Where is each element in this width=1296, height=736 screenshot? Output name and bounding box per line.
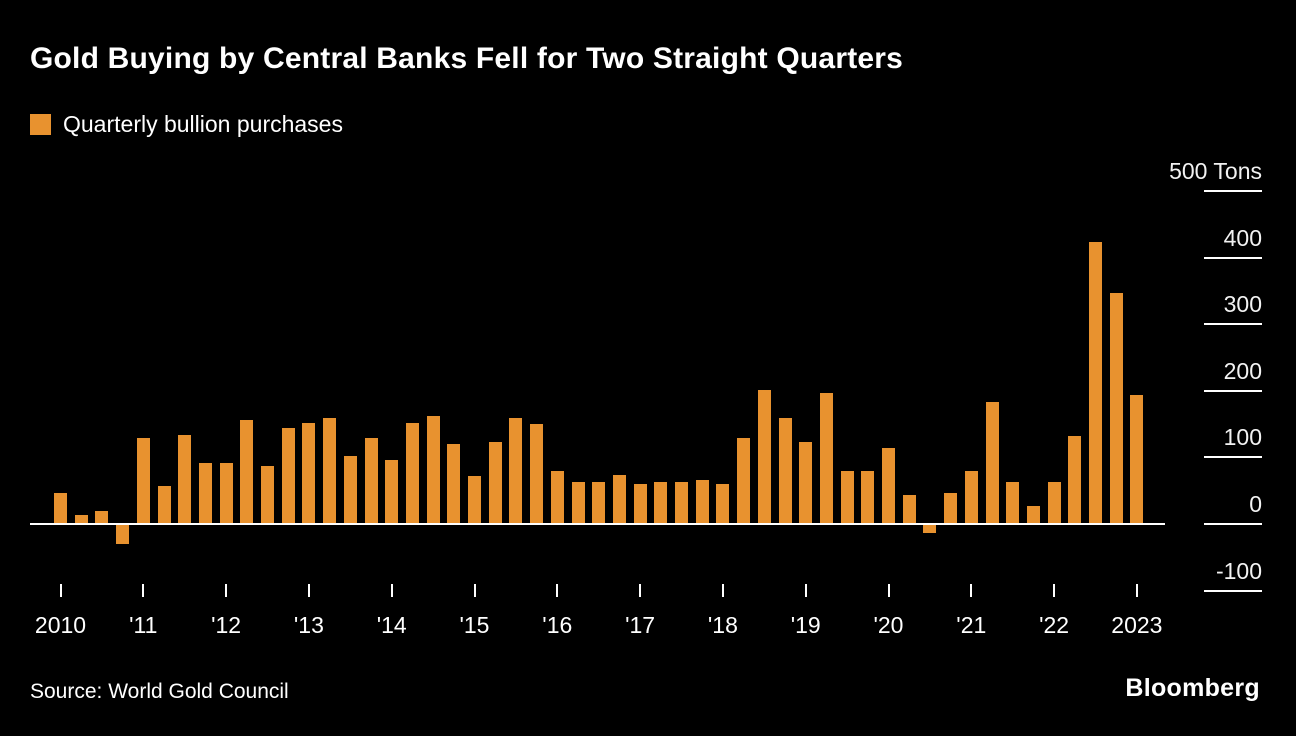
bar [74,515,88,523]
bar [861,471,875,523]
bar [819,393,833,523]
y-tick-line [1204,456,1262,459]
x-tick-label: '13 [293,612,324,638]
bar [95,511,109,523]
bar [281,428,295,523]
bar [385,459,399,523]
x-tick-label: '18 [707,612,738,638]
bar [157,486,171,523]
bar [116,525,130,544]
plot-area [30,190,1165,590]
bar [923,525,937,533]
bloomberg-logo: Bloomberg [1125,674,1260,702]
bar [1006,481,1020,523]
x-tick-label: '20 [873,612,904,638]
bar [944,493,958,523]
x-tick-label: '15 [459,612,490,638]
bar [550,471,564,523]
bar [364,437,378,523]
bar [592,481,606,523]
bar [405,423,419,523]
bar [136,437,150,523]
bar [530,424,544,523]
y-tick-line [1204,256,1262,259]
bar [426,416,440,523]
bar [902,495,916,523]
x-tick-label: '17 [625,612,656,638]
bar [675,481,688,523]
bar [198,463,212,523]
bar [54,493,67,523]
y-tick-line [1204,389,1262,392]
bar [882,448,895,523]
chart-title: Gold Buying by Central Banks Fell for Tw… [30,42,904,75]
zero-baseline [30,523,1165,525]
bar [488,441,502,523]
x-tick-label: 2023 [1111,612,1163,638]
x-tick-label: '12 [211,612,242,638]
bar [509,417,523,523]
x-tick-label: '21 [956,612,987,638]
bar [447,444,461,523]
bar [695,479,709,523]
x-tick-label: '19 [790,612,821,638]
bar [240,419,254,523]
bar [343,456,357,523]
y-tick-line [1204,323,1262,326]
x-tick-label: '14 [376,612,407,638]
legend-label: Quarterly bullion purchases [63,111,343,137]
x-tick-label: '16 [542,612,573,638]
bar [778,417,792,523]
bar [219,463,233,523]
legend-swatch-icon [30,114,51,135]
bar [757,389,771,523]
chart-legend: Quarterly bullion purchases [30,111,343,138]
bar [1109,293,1123,523]
bar [571,481,585,523]
bar [985,401,999,523]
bar [302,423,316,523]
source-note: Source: World Gold Council [30,680,289,703]
x-tick-label: '22 [1039,612,1070,638]
x-tick-label: 2010 [34,612,87,638]
bar [716,484,730,523]
y-tick-line [1204,190,1262,192]
bar [1047,481,1061,523]
bar [799,441,813,523]
bar [261,466,274,523]
bar [1089,241,1102,523]
bar [323,417,337,523]
bar [1130,395,1144,523]
bar [840,471,854,523]
bar [178,435,192,523]
bar [1026,506,1040,523]
bar [612,475,626,523]
bar [737,437,751,523]
y-tick-label: 500 Tons [1169,158,1262,184]
bar [964,471,978,523]
bar [654,481,668,523]
y-tick-line [1204,523,1262,525]
bar [633,484,647,523]
x-tick-label: '11 [129,612,158,638]
bar [1068,436,1082,523]
y-tick-line [1204,589,1262,592]
bar [468,476,481,523]
